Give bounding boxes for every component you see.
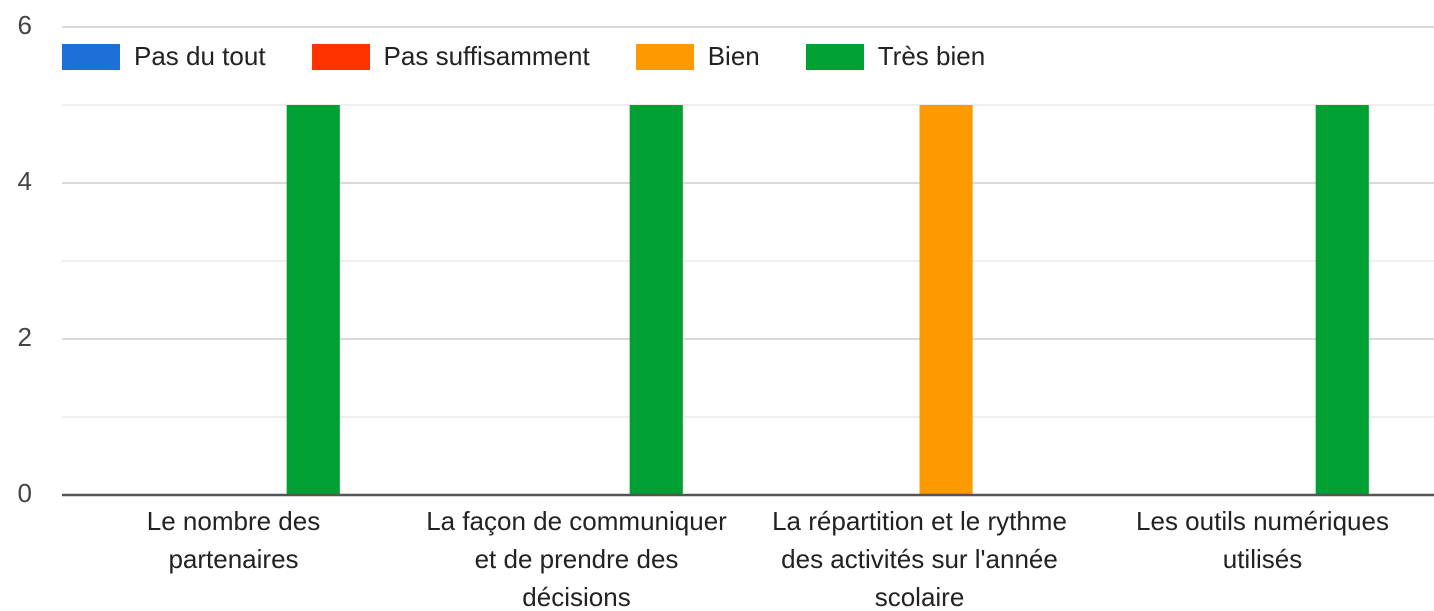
legend-label: Pas du tout (134, 41, 266, 71)
legend-item: Très bien (805, 41, 986, 72)
bar (919, 105, 973, 495)
legend-item: Pas du tout (62, 41, 266, 72)
y-tick-label: 0 (18, 478, 32, 508)
bar (1315, 105, 1369, 495)
y-tick-label: 2 (18, 322, 32, 352)
x-tick-label: La répartition et le rythme des activité… (772, 506, 1067, 611)
legend-label: Bien (707, 41, 760, 71)
legend-item: Bien (635, 41, 760, 72)
legend-label: Pas suffisamment (383, 41, 590, 71)
x-tick-label: Le nombre des partenaires (146, 506, 321, 574)
legend-swatch (805, 43, 864, 70)
legend-swatch (311, 43, 370, 70)
bar (629, 105, 683, 495)
x-tick-label: La façon de communiquer et de prendre de… (426, 506, 727, 611)
legend-item: Pas suffisamment (311, 41, 590, 72)
legend-label: Très bien (877, 41, 986, 71)
y-tick-label: 4 (18, 166, 32, 196)
bar (286, 105, 340, 495)
legend: Pas du tout Pas suffisamment Bien Très bien (62, 41, 1031, 72)
legend-swatch (635, 43, 694, 70)
legend-swatch (62, 43, 120, 70)
y-tick-label: 6 (18, 10, 32, 40)
x-tick-label: Les outils numériques utilisés (1136, 506, 1389, 574)
